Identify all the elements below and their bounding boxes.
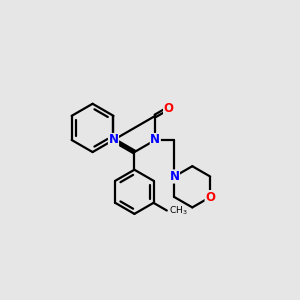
Text: N: N [150, 134, 160, 146]
Text: O: O [164, 102, 174, 115]
Text: O: O [205, 190, 215, 204]
Text: N: N [109, 134, 118, 146]
Text: CH$_3$: CH$_3$ [169, 204, 188, 217]
Text: N: N [169, 170, 179, 183]
